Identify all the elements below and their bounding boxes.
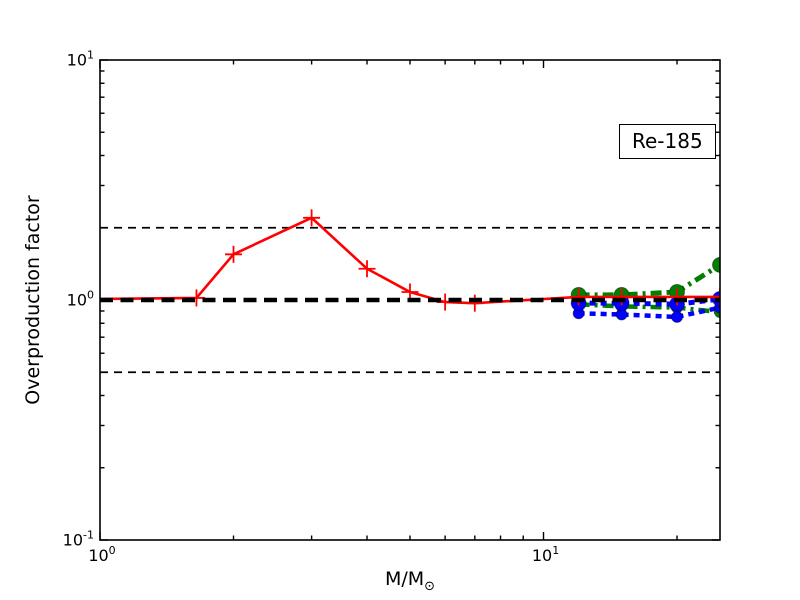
y-tick-label: 10-1 (63, 529, 94, 550)
reference-lines-under (100, 226, 720, 374)
y-tick-label: 100 (67, 289, 94, 310)
y-axis-label: Overproduction factor (22, 195, 44, 405)
y-tick-label: 101 (67, 49, 94, 70)
series-massive-blue-b-marker (671, 310, 683, 323)
plot-border (99, 59, 721, 541)
x-axis-label-main: M/M (384, 568, 425, 590)
isotope-annotation-text: Re-185 (632, 129, 703, 153)
x-tick-label: 101 (532, 544, 559, 565)
x-tick-label: 100 (88, 544, 115, 565)
solar-mass-symbol: ⊙ (424, 579, 436, 594)
x-axis-label: M/M⊙ (385, 568, 435, 594)
series-massive-blue-a-line (578, 296, 720, 307)
series-massive-blue-b-line (578, 305, 720, 320)
data-series (100, 209, 720, 323)
series-massive-green-a-line (578, 262, 720, 298)
isotope-annotation-box: Re-185 (619, 124, 716, 159)
series-agb-red-line (100, 216, 720, 305)
series-massive-green-b-line (578, 302, 720, 315)
series-massive-green-a-marker (712, 256, 720, 273)
